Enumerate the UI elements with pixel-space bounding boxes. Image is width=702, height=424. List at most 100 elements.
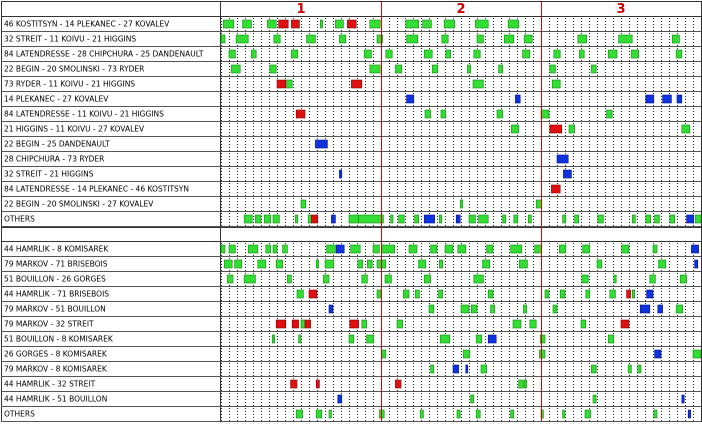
shift-bar (444, 244, 454, 254)
shift-bar (276, 79, 287, 89)
shift-bar (653, 409, 658, 419)
shift-bar (390, 214, 394, 224)
shift-bar (490, 304, 495, 314)
shift-bar (431, 64, 439, 74)
shift-bar (445, 49, 451, 59)
shift-bar (510, 409, 515, 419)
shift-bar (335, 244, 345, 254)
shift-bar (527, 214, 532, 224)
shift-bar (272, 214, 280, 224)
shift-bar (584, 409, 591, 419)
shift-bar (366, 334, 375, 344)
shift-bar (290, 379, 298, 389)
shift-bar (296, 289, 304, 299)
shift-bar (367, 259, 373, 269)
shift-bar (452, 364, 459, 374)
shift-bar (607, 49, 618, 59)
shift-bar (649, 274, 656, 284)
row-label: 84 LATENDRESSE - 14 PLEKANEC - 46 KOSTIT… (4, 185, 189, 194)
shift-bar (645, 94, 655, 104)
shift-bar (675, 304, 683, 314)
shift-bar (467, 64, 471, 74)
shift-bar (315, 259, 319, 269)
shift-bar (618, 34, 633, 44)
shift-bars (220, 19, 702, 419)
row-label: 28 CHIPCHURA - 73 RYDER (4, 155, 104, 164)
shift-bar (591, 364, 597, 374)
shift-bar (646, 289, 654, 299)
shift-bar (694, 259, 699, 269)
row-label: 22 BEGIN - 25 DANDENAULT (4, 140, 110, 149)
shift-bar (361, 274, 368, 284)
shift-bar (662, 94, 672, 104)
shift-bar (323, 274, 330, 284)
shift-bar (654, 349, 662, 359)
shift-bar (671, 34, 680, 44)
shift-bar (498, 64, 503, 74)
shift-bar (523, 304, 527, 314)
shift-bar (523, 34, 533, 44)
shift-bar (271, 334, 275, 344)
shift-bar (405, 19, 419, 29)
period-label: 2 (456, 2, 465, 17)
shift-bar (686, 214, 695, 224)
shift-bar (559, 244, 567, 254)
row-label: 46 KOSTITSYN - 14 PLEKANEC - 27 KOVALEV (4, 20, 170, 29)
shift-bar (351, 79, 363, 89)
shift-bar (319, 19, 323, 29)
shift-bar (579, 49, 585, 59)
shift-bar (582, 244, 591, 254)
row-label: 44 HAMRLIK - 71 BRISEBOIS (4, 290, 109, 299)
shift-bar (609, 289, 616, 299)
row-label: 44 HAMRLIK - 51 BOUILLON (4, 395, 107, 404)
shift-bar (337, 394, 343, 404)
shift-bar (385, 49, 393, 59)
shift-bar (503, 34, 515, 44)
shift-bar (534, 244, 543, 254)
shift-bar (439, 334, 451, 344)
shift-bar (295, 409, 303, 419)
shift-bar (472, 79, 484, 89)
row-label: 79 MARKOV - 32 STREIT (4, 320, 94, 329)
shift-bar (247, 244, 259, 254)
shift-bar (654, 214, 660, 224)
shift-bar (347, 19, 357, 29)
shift-bar (255, 214, 262, 224)
shift-bar (631, 214, 636, 224)
shift-bar (267, 19, 277, 29)
shift-bar (518, 379, 524, 389)
row-label: 84 LATENDRESSE - 28 CHIPCHURA - 25 DANDE… (4, 50, 204, 59)
shift-bar (384, 274, 392, 284)
shift-bar (621, 244, 630, 254)
shift-bar (331, 214, 336, 224)
shift-bar (223, 259, 233, 269)
shift-bar (395, 64, 403, 74)
shift-bar (460, 304, 470, 314)
shift-bar (349, 319, 359, 329)
shift-bar (539, 349, 546, 359)
shift-bar (455, 214, 461, 224)
shift-bar (559, 289, 566, 299)
shift-bar (348, 334, 355, 344)
shift-bar (430, 244, 438, 254)
shift-bar (438, 289, 443, 299)
shift-bar (681, 124, 691, 134)
shift-bar (328, 304, 334, 314)
shift-bar (273, 34, 281, 44)
shift-bar (475, 409, 481, 419)
shift-bar (637, 364, 642, 374)
row-label: 84 LATENDRESSE - 11 KOIVU - 21 HIGGINS (4, 110, 164, 119)
shift-bar (275, 319, 287, 329)
shift-bar (300, 319, 306, 329)
shift-bar (463, 349, 471, 359)
shift-bar (257, 259, 267, 269)
shift-bar (496, 109, 503, 119)
shift-bar (357, 259, 363, 269)
shift-bar (631, 289, 635, 299)
period-label: 1 (296, 2, 305, 17)
shift-bar (315, 379, 320, 389)
shift-bar (468, 214, 476, 224)
shift-bar (423, 49, 433, 59)
shift-bar (556, 154, 569, 164)
